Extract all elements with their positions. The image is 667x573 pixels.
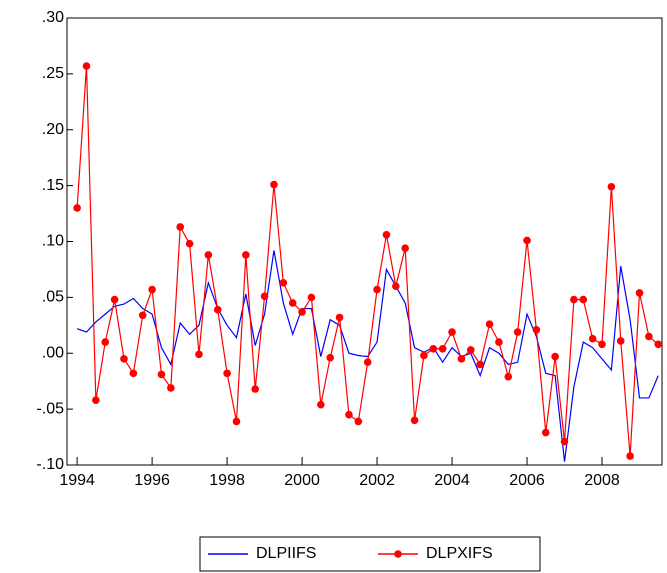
point	[138, 311, 147, 320]
point	[635, 289, 644, 297]
point	[242, 251, 250, 259]
point	[260, 292, 269, 301]
y-tick-label: -.10	[36, 456, 64, 473]
point	[204, 251, 213, 259]
point	[213, 305, 222, 314]
point	[448, 328, 456, 336]
point	[532, 325, 541, 334]
point	[495, 338, 503, 346]
y-tick-label: .30	[42, 9, 64, 26]
point	[298, 308, 306, 316]
point	[607, 182, 616, 191]
point	[317, 400, 325, 409]
point	[157, 370, 166, 379]
point	[345, 410, 353, 419]
point	[176, 223, 185, 231]
point	[476, 360, 484, 369]
point	[654, 340, 663, 349]
point	[363, 358, 372, 366]
point	[92, 396, 100, 404]
point	[485, 320, 494, 328]
point	[457, 355, 466, 363]
point	[82, 62, 91, 70]
point	[129, 369, 138, 378]
x-tick-label: 1998	[209, 472, 245, 489]
point	[504, 372, 513, 381]
point	[570, 295, 578, 304]
y-tick-label: .00	[42, 344, 64, 361]
y-tick-label: .25	[42, 65, 64, 82]
x-tick-label: 1996	[134, 472, 170, 489]
point	[195, 350, 203, 359]
point	[626, 452, 634, 460]
point	[410, 416, 419, 425]
point	[420, 351, 428, 360]
point	[588, 334, 597, 343]
legend-box	[199, 536, 541, 572]
point	[373, 285, 381, 294]
series-line	[76, 250, 659, 462]
point	[392, 282, 400, 291]
point	[167, 384, 175, 392]
point	[307, 293, 316, 302]
point	[288, 299, 297, 307]
point	[523, 236, 531, 245]
point	[270, 180, 278, 189]
point	[251, 385, 260, 393]
y-tick-label: .05	[42, 289, 64, 306]
point	[513, 328, 522, 336]
legend-label: DLPIIFS	[256, 545, 316, 562]
series-line	[76, 66, 659, 457]
point	[185, 239, 194, 248]
point	[616, 337, 625, 345]
point	[110, 295, 119, 304]
point	[382, 230, 391, 239]
x-tick-label: 2006	[509, 472, 545, 489]
point	[73, 204, 81, 212]
point	[223, 369, 231, 378]
y-tick-label: .10	[42, 233, 64, 250]
x-tick-label: 2000	[284, 472, 320, 489]
point	[279, 279, 288, 287]
legend-marker	[394, 550, 402, 558]
point	[148, 285, 156, 294]
x-tick-label: 2002	[359, 472, 395, 489]
y-tick-label: .15	[42, 177, 64, 194]
point	[101, 338, 110, 346]
point	[579, 295, 588, 304]
point	[598, 340, 606, 349]
x-tick-label: 2004	[434, 472, 470, 489]
point	[120, 355, 128, 363]
point	[326, 353, 334, 362]
point	[438, 344, 447, 353]
point	[401, 244, 409, 253]
point	[466, 346, 475, 354]
point	[541, 428, 550, 437]
x-tick-label: 1994	[59, 472, 95, 489]
x-tick-label: 2008	[584, 472, 620, 489]
point	[560, 437, 569, 446]
legend-label: DLPXIFS	[426, 545, 493, 562]
point	[335, 313, 344, 322]
point	[645, 332, 653, 341]
point	[429, 344, 438, 353]
point	[354, 417, 363, 426]
point	[551, 352, 559, 361]
point	[232, 417, 241, 426]
y-tick-label: .20	[42, 121, 64, 138]
y-tick-label: -.05	[36, 400, 64, 417]
